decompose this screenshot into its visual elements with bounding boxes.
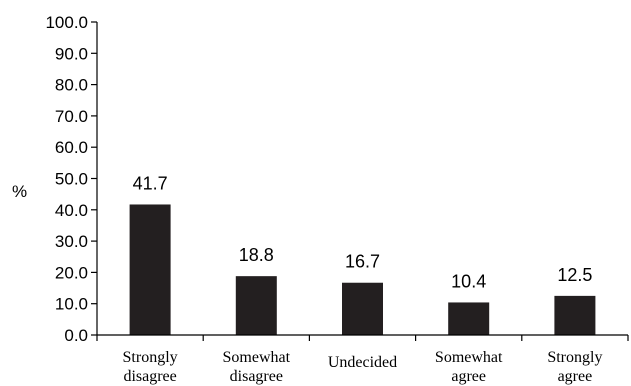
x-category-label: Somewhat agree [435, 349, 503, 385]
bar [448, 302, 490, 335]
bar [342, 282, 383, 335]
y-axis-label: % [12, 182, 27, 201]
y-tick-label: 30.0 [55, 232, 88, 251]
x-category-label: Undecided [328, 354, 397, 371]
bar [129, 204, 171, 335]
x-category-label: Strongly disagree [123, 349, 178, 385]
x-category-label: Strongly agree [547, 349, 602, 385]
bars [129, 204, 596, 335]
y-tick-label: 20.0 [55, 263, 88, 282]
data-labels: 41.7 18.8 16.7 10.4 12.5 [133, 173, 593, 291]
data-label: 12.5 [557, 265, 592, 285]
data-label: 10.4 [451, 271, 486, 291]
y-tick-label: 100.0 [45, 13, 88, 32]
x-axis-categories: Strongly disagree Somewhat disagree Undecide… [96, 335, 629, 385]
x-category-label: Somewhat disagree [223, 349, 291, 385]
y-axis-ticks: 0.0 10.0 20.0 30.0 40.0 50.0 60.0 70.0 80.0 90.0 1… [45, 13, 97, 345]
data-label: 41.7 [133, 173, 168, 193]
y-tick-label: 0.0 [64, 326, 88, 345]
bar [235, 276, 277, 335]
data-label: 16.7 [345, 252, 380, 272]
y-tick-label: 90.0 [55, 44, 88, 63]
y-tick-label: 70.0 [55, 107, 88, 126]
y-tick-label: 10.0 [55, 295, 88, 314]
y-tick-label: 40.0 [55, 201, 88, 220]
y-tick-label: 60.0 [55, 138, 88, 157]
y-tick-label: 50.0 [55, 170, 88, 189]
bar [554, 295, 596, 335]
data-label: 18.8 [239, 245, 274, 265]
y-tick-label: 80.0 [55, 76, 88, 95]
